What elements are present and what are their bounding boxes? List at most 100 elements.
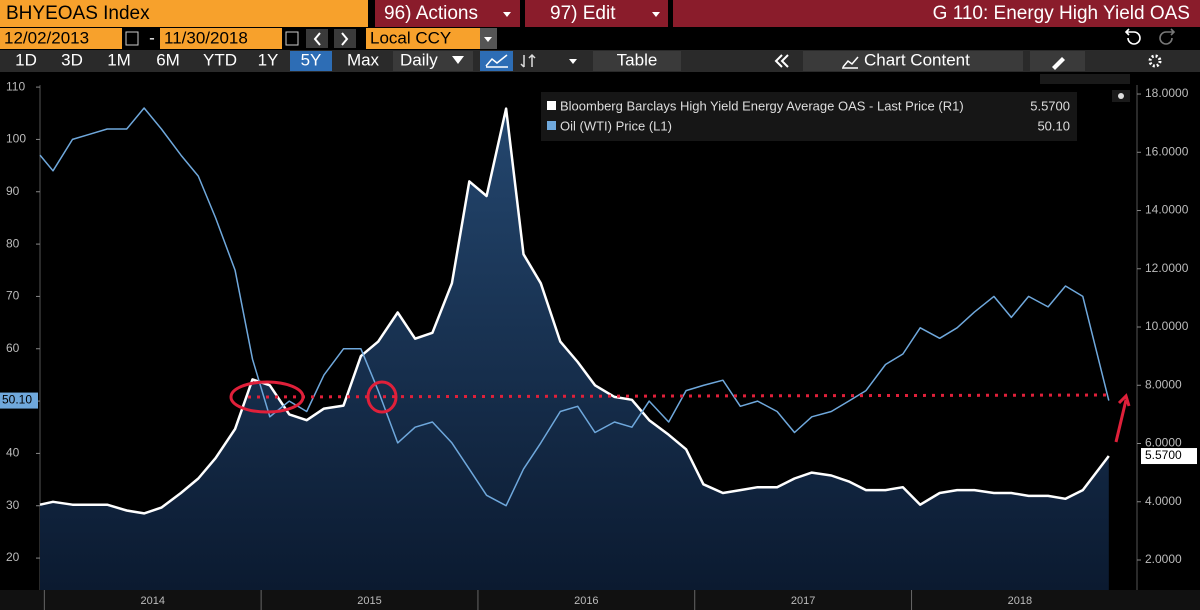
y-tick-label: 60 (6, 341, 20, 355)
table: Table (617, 50, 658, 69)
series-line (39, 107, 1110, 507)
chart-content-button[interactable] (803, 51, 1023, 71)
legend-swatch (547, 101, 556, 110)
edit-button[interactable] (1030, 51, 1085, 71)
last-value-label: 5.5700 (1145, 448, 1182, 462)
ticker-box[interactable] (0, 0, 368, 27)
pencil-icon (1052, 57, 1065, 70)
period-label: 1M (107, 50, 131, 69)
period-label: 6M (156, 50, 180, 69)
y2-tick-label: 8.0000 (1145, 377, 1182, 391)
y2-tick-label: 12.0000 (1145, 261, 1189, 275)
y2-tick-label: 16.0000 (1145, 144, 1189, 158)
bar-icon[interactable] (520, 53, 536, 68)
legend-label: Bloomberg Barclays High Yield Energy Ave… (560, 98, 964, 113)
x-tick-label: 2017 (791, 595, 815, 607)
ticker: BHYEOAS Index (6, 3, 150, 24)
period-button[interactable] (52, 51, 92, 71)
period-button[interactable] (340, 51, 386, 71)
frequency: Daily (400, 50, 438, 69)
period-label: 5Y (301, 50, 322, 69)
line-mode-button[interactable] (480, 51, 513, 71)
collapse-icon[interactable] (774, 54, 789, 68)
chart-name: G 110: Energy High Yield OAS (933, 3, 1190, 24)
zoom-tools[interactable] (1040, 74, 1130, 84)
end-date-box[interactable] (160, 28, 282, 49)
line-icon (485, 54, 508, 68)
actions: 96) Actions (384, 3, 478, 24)
series-area (40, 108, 1109, 590)
end-date: 11/30/2018 (164, 28, 248, 47)
y2-tick-label: 18.0000 (1145, 86, 1189, 100)
chart-content-icon (842, 56, 859, 69)
y-tick-label: 80 (6, 236, 20, 250)
y2-tick-label: 2.0000 (1145, 552, 1182, 566)
next-button[interactable] (334, 29, 356, 48)
period-label: Max (347, 50, 380, 69)
start-date-box[interactable] (0, 28, 122, 49)
last-value-label: 50.10 (2, 393, 32, 407)
options-icon (1118, 93, 1124, 99)
x-tick-label: 2016 (574, 595, 598, 607)
period-button[interactable] (146, 51, 190, 71)
period-buttons: 1D 3D 1M 6M YTD 1Y 5Y Max (4, 50, 386, 71)
y-tick-label: 30 (6, 498, 20, 512)
period-label: 3D (61, 50, 83, 69)
next-icon (341, 32, 349, 46)
currency-box[interactable] (366, 28, 480, 49)
y-tick-label: 110 (6, 79, 25, 93)
annotation-arrow (1114, 393, 1131, 443)
edit: 97) Edit (550, 3, 616, 24)
x-axis-band (0, 590, 1200, 610)
start-date: 12/02/2013 (4, 28, 89, 47)
annotation-circle (229, 380, 305, 414)
calendar-icon[interactable] (285, 31, 299, 46)
prev-icon (313, 32, 321, 46)
actions-menu[interactable] (375, 0, 520, 27)
undo-icon[interactable] (1124, 28, 1141, 45)
redo-icon[interactable] (1159, 28, 1176, 45)
period-label: 1D (15, 50, 37, 69)
y-tick-label: 20 (6, 550, 20, 564)
date-separator: - (149, 28, 155, 47)
legend-value: 50.10 (1037, 118, 1070, 133)
y-tick-label: 70 (6, 289, 20, 303)
legend (541, 92, 1077, 141)
period-button[interactable] (250, 51, 286, 71)
legend-label: Oil (WTI) Price (L1) (560, 118, 672, 133)
legend-value: 5.5700 (1030, 98, 1070, 113)
dropdown-arrow (484, 37, 492, 42)
period-button[interactable] (96, 51, 142, 71)
table-button[interactable] (593, 51, 681, 71)
settings-icon[interactable] (1148, 54, 1162, 68)
period-button[interactable] (290, 51, 332, 71)
calendar-icon[interactable] (125, 31, 139, 46)
last-value-box (1141, 448, 1197, 465)
last-value-box (0, 392, 38, 409)
period-button[interactable] (4, 51, 48, 71)
x-tick-label: 2015 (357, 595, 381, 607)
x-tick-label: 2014 (140, 595, 164, 607)
dropdown-arrow (452, 56, 464, 64)
period-button[interactable] (194, 51, 246, 71)
edit-menu[interactable] (525, 0, 668, 27)
prev-button[interactable] (306, 29, 328, 48)
y2-tick-label: 14.0000 (1145, 203, 1189, 217)
plot-area: 20304050607080901001102.00004.00006.0000… (0, 79, 1200, 610)
dropdown-arrow (569, 59, 577, 64)
period-label: YTD (203, 50, 237, 69)
series-line (39, 107, 1110, 515)
y-tick-label: 90 (6, 184, 20, 198)
y-tick-label: 40 (6, 446, 20, 460)
dropdown-arrow (652, 12, 660, 17)
annotation-circle (366, 380, 398, 414)
y2-tick-label: 4.0000 (1145, 494, 1182, 508)
y-tick-label: 100 (6, 132, 26, 146)
x-tick-label: 2018 (1008, 595, 1032, 607)
currency: Local CCY (370, 28, 451, 47)
legend-swatch (547, 121, 556, 130)
title-bar (673, 0, 1200, 27)
y2-tick-label: 10.0000 (1145, 319, 1189, 333)
